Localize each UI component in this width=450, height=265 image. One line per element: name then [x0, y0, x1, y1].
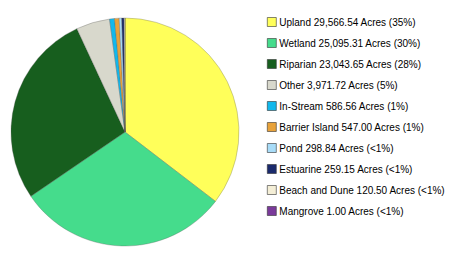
svg-text:Barrier Island 547.00 Acres (1: Barrier Island 547.00 Acres (1%) [279, 122, 424, 133]
svg-text:Beach and Dune 120.50 Acres (<: Beach and Dune 120.50 Acres (<1%) [279, 185, 444, 196]
svg-text:Estuarine 259.15 Acres (<1%): Estuarine 259.15 Acres (<1%) [279, 164, 412, 175]
svg-text:Wetland 25,095.31 Acres (30%): Wetland 25,095.31 Acres (30%) [279, 38, 420, 49]
svg-text:Riparian 23,043.65 Acres (28%): Riparian 23,043.65 Acres (28%) [279, 59, 421, 70]
svg-text:Pond 298.84 Acres (<1%): Pond 298.84 Acres (<1%) [279, 143, 393, 154]
svg-text:In-Stream 586.56 Acres (1%): In-Stream 586.56 Acres (1%) [279, 101, 408, 112]
svg-text:Upland 29,566.54 Acres (35%): Upland 29,566.54 Acres (35%) [279, 17, 415, 28]
svg-text:Other 3,971.72 Acres (5%): Other 3,971.72 Acres (5%) [279, 80, 397, 91]
svg-text:Mangrove 1.00 Acres (<1%): Mangrove 1.00 Acres (<1%) [279, 206, 403, 217]
